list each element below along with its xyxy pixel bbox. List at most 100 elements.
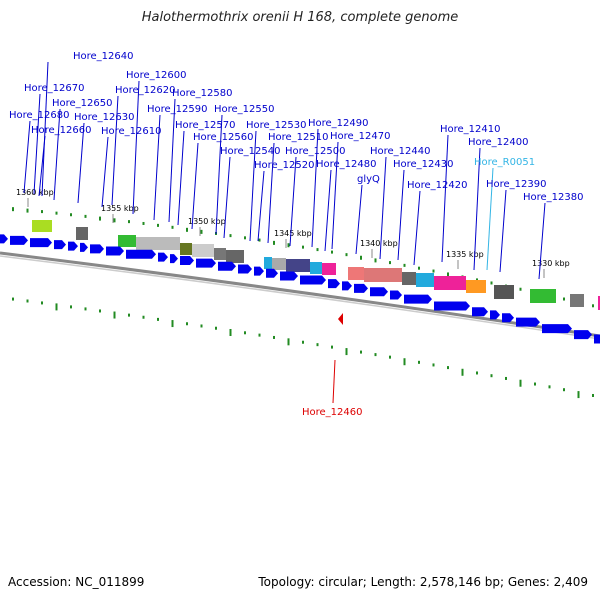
gene-label[interactable]: glyQ bbox=[357, 174, 380, 185]
gc-tick bbox=[229, 234, 232, 238]
gc-tick bbox=[171, 225, 174, 229]
kbp-tick-label: 1360 kbp bbox=[16, 188, 54, 197]
gene-label[interactable]: Hore_12420 bbox=[407, 180, 468, 191]
gene-arrow bbox=[354, 283, 368, 293]
gc-tick bbox=[331, 250, 333, 254]
label-leader bbox=[379, 156, 387, 260]
gene-label[interactable]: Hore_12650 bbox=[52, 98, 113, 109]
label-leader bbox=[53, 108, 61, 201]
gene-arrow bbox=[472, 307, 488, 317]
gene-label[interactable]: Hore_12460 bbox=[302, 407, 363, 418]
gene-label[interactable]: Hore_12540 bbox=[220, 146, 281, 157]
label-leader bbox=[153, 114, 161, 221]
gc-tick bbox=[258, 333, 261, 337]
label-leader bbox=[267, 142, 275, 244]
gene-label[interactable]: Hore_12410 bbox=[440, 124, 501, 135]
gene-label[interactable]: Hore_12660 bbox=[31, 125, 92, 136]
label-leader bbox=[413, 190, 421, 266]
kbp-tick-label: 1355 kbp bbox=[101, 204, 139, 213]
gene-label[interactable]: Hore_12390 bbox=[486, 179, 547, 190]
gene-label[interactable]: Hore_R0051 bbox=[474, 157, 535, 168]
gene-arrow bbox=[280, 271, 298, 281]
label-leader bbox=[257, 170, 265, 242]
gene-label[interactable]: Hore_12500 bbox=[285, 146, 346, 157]
gc-tick bbox=[215, 326, 217, 330]
gene-label[interactable]: Hore_12640 bbox=[73, 51, 134, 62]
gc-tick bbox=[345, 253, 348, 257]
gene-arrow bbox=[30, 238, 52, 248]
gene-label[interactable]: Hore_12590 bbox=[147, 104, 208, 115]
gc-tick bbox=[563, 388, 565, 392]
gene-label[interactable]: Hore_12470 bbox=[330, 131, 391, 142]
gc-tick bbox=[389, 355, 391, 359]
gene-label[interactable]: Hore_12520 bbox=[254, 160, 315, 171]
gc-tick bbox=[113, 311, 116, 319]
gene-label[interactable]: Hore_12580 bbox=[172, 88, 233, 99]
label-leader bbox=[223, 156, 231, 239]
gc-tick bbox=[113, 218, 116, 223]
gene-label[interactable]: Hore_12440 bbox=[370, 146, 431, 157]
gene-label[interactable]: Hore_12560 bbox=[193, 132, 254, 143]
gene-label[interactable]: Hore_12550 bbox=[214, 104, 275, 115]
gc-tick bbox=[12, 297, 14, 301]
feature-box bbox=[494, 285, 514, 299]
gc-tick bbox=[84, 307, 87, 311]
gene-arrow bbox=[434, 301, 470, 311]
gc-tick bbox=[316, 343, 319, 347]
gc-tick bbox=[461, 368, 464, 376]
gene-label[interactable]: Hore_12680 bbox=[9, 110, 70, 121]
feature-box bbox=[434, 276, 466, 290]
gc-tick bbox=[99, 309, 101, 313]
gene-label[interactable]: Hore_12570 bbox=[175, 120, 236, 131]
gc-tick bbox=[258, 238, 261, 242]
gene-arrow bbox=[254, 266, 264, 276]
gene-arrow bbox=[300, 275, 326, 285]
gene-label[interactable]: Hore_12430 bbox=[393, 159, 454, 170]
gc-tick bbox=[200, 324, 203, 328]
gene-arrow bbox=[218, 261, 236, 271]
gene-label[interactable]: Hore_12600 bbox=[126, 70, 187, 81]
gc-tick bbox=[26, 208, 29, 213]
feature-box bbox=[286, 259, 310, 272]
gene-label[interactable]: Hore_12400 bbox=[468, 137, 529, 148]
label-leader bbox=[355, 184, 363, 255]
gc-tick bbox=[99, 216, 101, 221]
kbp-tick-labels: 1360 kbp 1355 kbp 1350 kbp 1345 kbp 1340 kbp… bbox=[16, 188, 570, 278]
gene-label[interactable]: Hore_12510 bbox=[268, 132, 329, 143]
gc-tick bbox=[84, 214, 87, 218]
kbp-tick-label: 1340 kbp bbox=[360, 239, 398, 248]
gene-labels: Hore_12640 Hore_12600 Hore_12670 Hore_12620… bbox=[9, 51, 584, 418]
gene-arrow bbox=[80, 242, 88, 252]
label-leader bbox=[38, 135, 46, 197]
label-leader bbox=[132, 80, 140, 215]
gene-label[interactable]: Hore_12380 bbox=[523, 192, 584, 203]
gc-tick bbox=[316, 248, 319, 252]
gene-arrow bbox=[342, 281, 352, 291]
gc-tick bbox=[142, 221, 145, 225]
gc-tick bbox=[476, 371, 478, 375]
gc-tick bbox=[142, 315, 145, 319]
feature-box bbox=[402, 272, 416, 285]
gc-tick bbox=[244, 331, 246, 335]
gc-tick bbox=[128, 220, 130, 224]
gc-tick bbox=[374, 258, 377, 263]
gene-label[interactable]: Hore_12670 bbox=[24, 83, 85, 94]
gene-label[interactable]: Hore_12490 bbox=[308, 118, 369, 129]
genome-info-text: Topology: circular; Length: 2,578,146 bp… bbox=[258, 575, 588, 589]
gc-tick bbox=[345, 348, 348, 356]
feature-box bbox=[364, 268, 402, 282]
label-leader bbox=[331, 141, 339, 250]
feature-box bbox=[118, 235, 136, 247]
kbp-tick-label: 1335 kbp bbox=[446, 250, 484, 259]
feature-box bbox=[192, 244, 214, 257]
gene-label[interactable]: Hore_12620 bbox=[115, 85, 176, 96]
gc-tick bbox=[55, 303, 58, 311]
gene-label[interactable]: Hore_12630 bbox=[74, 112, 135, 123]
gc-tick bbox=[55, 211, 58, 215]
label-leader bbox=[249, 130, 257, 242]
gene-label[interactable]: Hore_12530 bbox=[246, 120, 307, 131]
label-leader bbox=[77, 122, 85, 204]
feature-box bbox=[598, 296, 600, 310]
gene-label[interactable]: Hore_12480 bbox=[316, 159, 377, 170]
gene-label[interactable]: Hore_12610 bbox=[101, 126, 162, 137]
